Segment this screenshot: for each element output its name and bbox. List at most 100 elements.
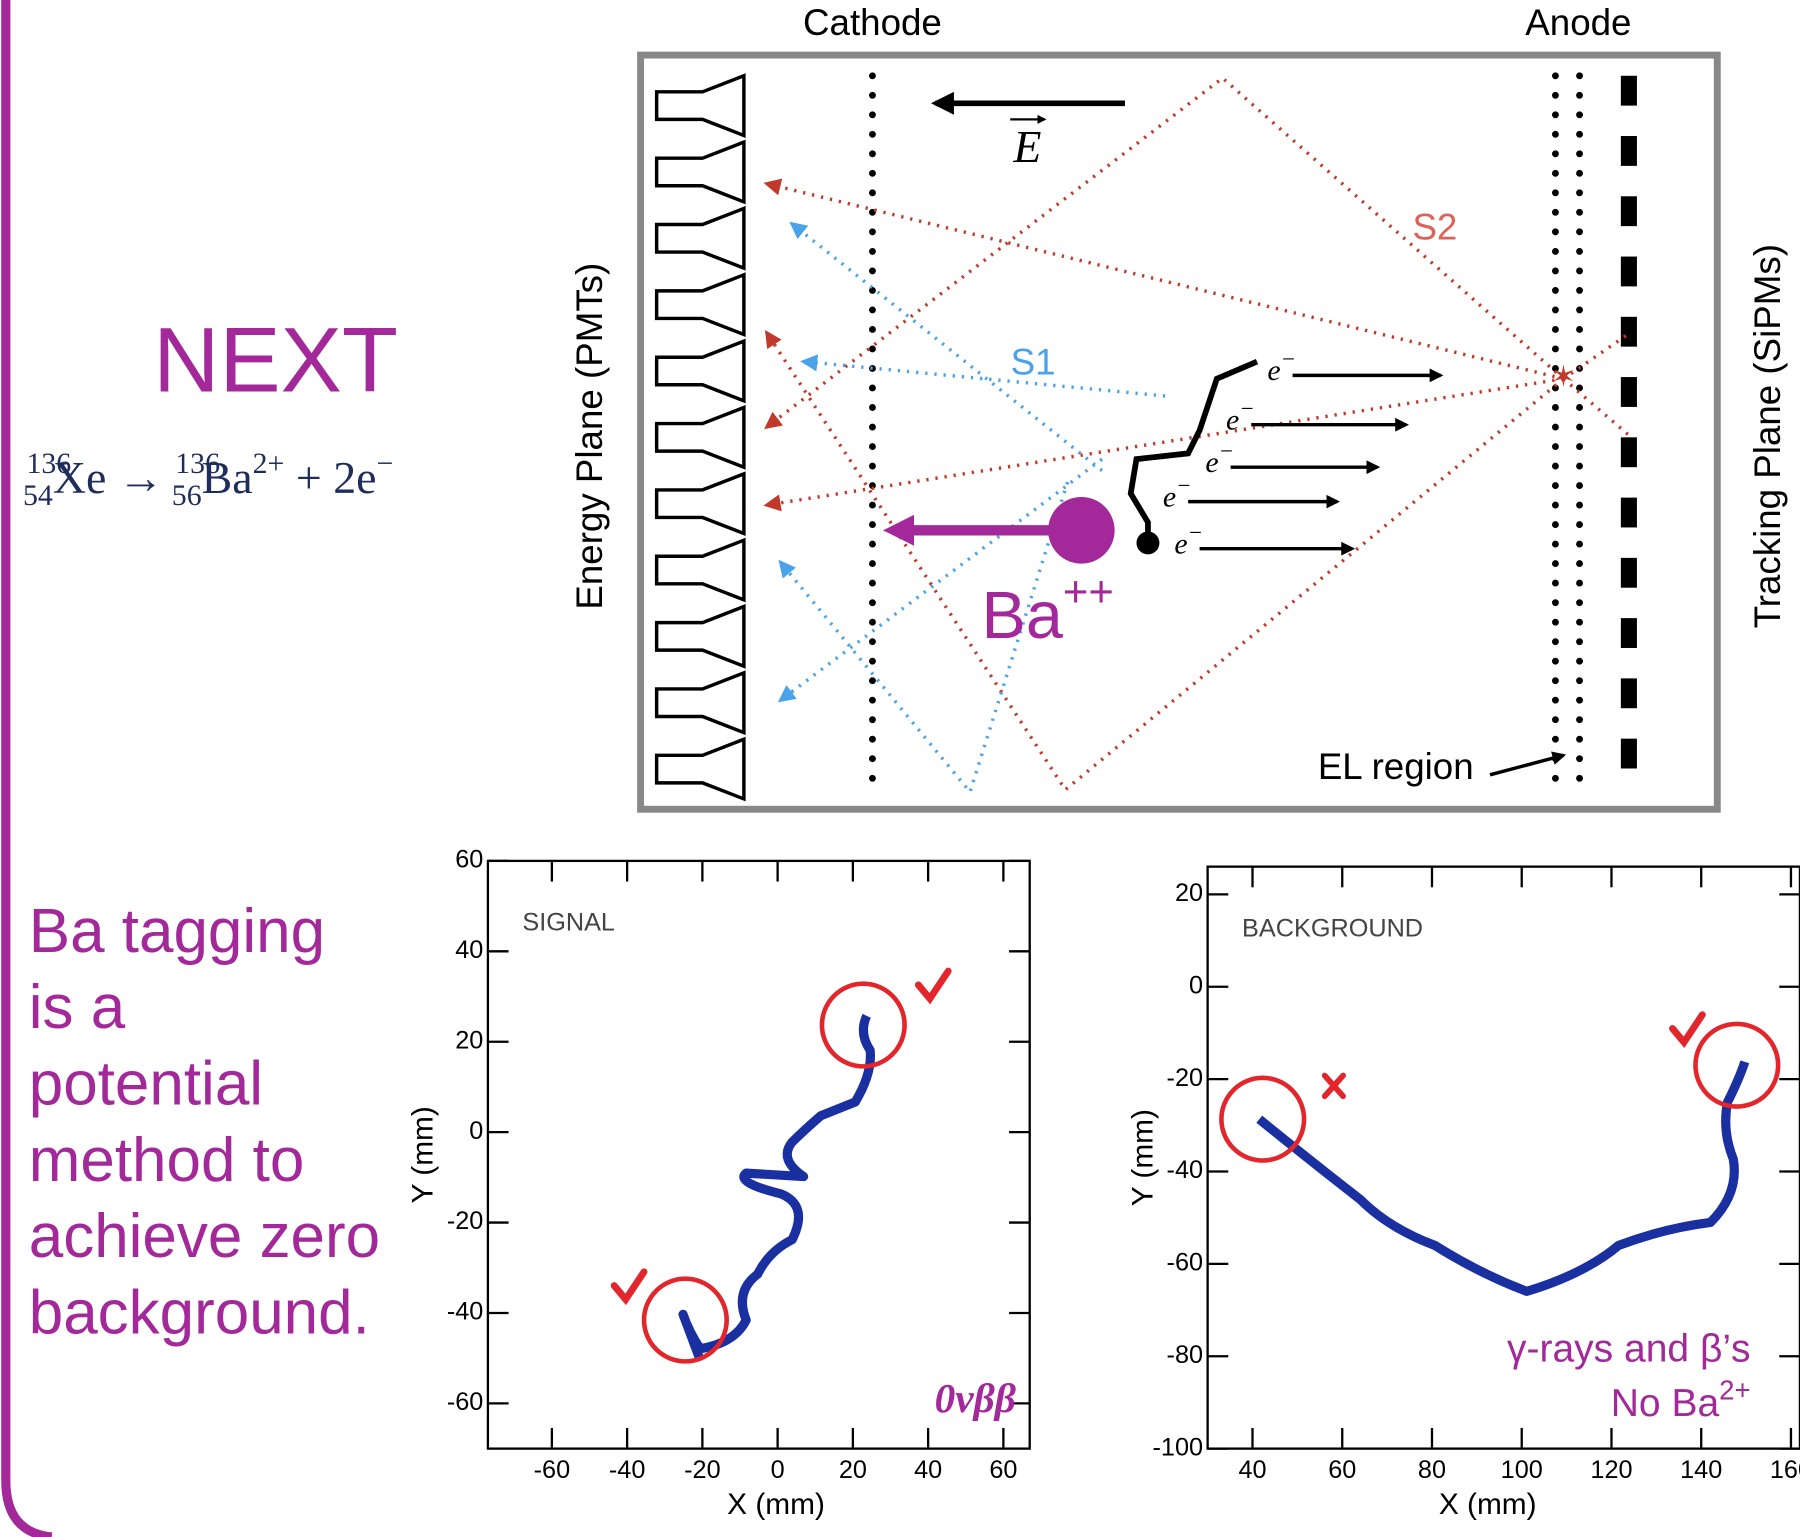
plot-label: SIGNAL xyxy=(522,909,615,937)
y-tick-label: 20 xyxy=(1175,879,1203,907)
electron-symbol: e xyxy=(1226,403,1239,436)
sipm xyxy=(1621,136,1637,166)
plot-label: BACKGROUND xyxy=(1242,914,1423,942)
x-tick-label: 60 xyxy=(989,1456,1017,1484)
y-tick-label: -60 xyxy=(447,1388,484,1416)
note-line: method to xyxy=(29,1126,305,1195)
y-tick-label: -40 xyxy=(1167,1156,1204,1184)
electron-symbol: e xyxy=(1205,446,1218,479)
ion xyxy=(1048,497,1115,564)
note-line: background. xyxy=(29,1279,370,1348)
annotation: γ-rays and β’s xyxy=(1507,1327,1751,1370)
pmts xyxy=(657,76,744,799)
annotation-2-charge: 2+ xyxy=(1719,1375,1750,1406)
cathode-label: Cathode xyxy=(803,2,942,43)
annotation: 0νββ xyxy=(935,1375,1016,1421)
plot-frame xyxy=(488,861,1030,1449)
electron-track xyxy=(1131,362,1257,542)
pmt xyxy=(657,275,744,335)
y-tick-label: 40 xyxy=(455,936,483,964)
pmt xyxy=(657,673,744,733)
x-tick-label: 0 xyxy=(771,1456,785,1484)
x-axis-label: X (mm) xyxy=(727,1488,825,1521)
x-tick-label: 160 xyxy=(1770,1456,1800,1484)
x-tick-label: -40 xyxy=(609,1456,646,1484)
el-region-label: EL region xyxy=(1318,746,1474,787)
sipms xyxy=(1621,76,1637,769)
sipm xyxy=(1621,739,1637,769)
x-tick-label: 120 xyxy=(1590,1456,1632,1484)
x-tick-label: 40 xyxy=(1238,1456,1266,1484)
y-tick-label: 20 xyxy=(455,1026,483,1054)
y-tick-label: 0 xyxy=(1189,971,1203,999)
sipm xyxy=(1621,257,1637,287)
sipm xyxy=(1621,377,1637,407)
y-tick-label: 0 xyxy=(469,1117,483,1145)
electron-symbol: e xyxy=(1174,527,1187,560)
electron-label: e− xyxy=(1163,473,1192,513)
s1-rays xyxy=(781,224,1166,792)
el-region-arrow xyxy=(1490,755,1563,775)
y-axis-label: Y (mm) xyxy=(1126,1109,1159,1206)
sipm xyxy=(1621,558,1637,588)
y-axis-label: Y (mm) xyxy=(407,1106,440,1203)
tracking-plane-label: Tracking Plane (SiPMs) xyxy=(1747,244,1788,628)
y-tick-label: -20 xyxy=(447,1207,484,1235)
x-tick-label: 60 xyxy=(1328,1456,1356,1484)
anode-label: Anode xyxy=(1525,2,1631,43)
electron-charge: − xyxy=(1188,520,1203,545)
x-tick-label: 100 xyxy=(1501,1456,1543,1484)
y-tick-label: -100 xyxy=(1152,1433,1203,1461)
x-tick-label: -60 xyxy=(534,1456,571,1484)
x-tick-label: 20 xyxy=(839,1456,867,1484)
x-tick-label: -20 xyxy=(684,1456,721,1484)
sipm xyxy=(1621,618,1637,648)
title: NEXT xyxy=(153,310,398,412)
x-tick-label: 80 xyxy=(1418,1456,1446,1484)
pmt xyxy=(657,341,744,401)
pmt xyxy=(657,407,744,467)
y-tick-label: -20 xyxy=(1167,1064,1204,1092)
x-axis-label: X (mm) xyxy=(1439,1488,1537,1521)
electron-charge: − xyxy=(1239,396,1254,421)
electron-label: e− xyxy=(1174,520,1203,560)
emission-point: ✶ xyxy=(1551,361,1576,394)
plots: -60 -40 -20 0 20 40 60 -60 -40 -20 0 20 40 60 SIGNAL X … xyxy=(407,846,1800,1521)
pmt xyxy=(657,208,744,268)
pmt xyxy=(657,142,744,202)
electron-charge: − xyxy=(1281,347,1296,372)
y-tick-label: -60 xyxy=(1167,1249,1204,1277)
page: {"header": {"title": "NEXT"}, "equation"… xyxy=(0,0,1800,1537)
electron-symbol: e xyxy=(1163,480,1176,513)
pmt xyxy=(657,76,744,136)
y-tick-label: 60 xyxy=(455,846,483,874)
pmt xyxy=(657,739,744,799)
y-tick-label: -80 xyxy=(1167,1341,1204,1369)
note-line: Ba tagging xyxy=(29,897,325,966)
y-tick-label: -40 xyxy=(447,1298,484,1326)
note-line: achieve zero xyxy=(29,1202,380,1271)
sipm xyxy=(1621,317,1637,347)
sipm xyxy=(1621,498,1637,528)
annotation-2-text: No Ba xyxy=(1611,1382,1720,1425)
sipm xyxy=(1621,678,1637,708)
electron-charge: − xyxy=(1219,439,1234,464)
decay-vertex xyxy=(1136,531,1159,554)
sipm xyxy=(1621,76,1637,106)
electrons: e−e−e−e−e− xyxy=(1163,347,1441,560)
s1-label: S1 xyxy=(1011,342,1056,383)
pmt xyxy=(657,474,744,534)
note-line: is a xyxy=(29,973,126,1042)
note: Ba tagging is a potential method to achieve … xyxy=(29,897,380,1348)
pmt xyxy=(657,540,744,600)
energy-plane-label: Energy Plane (PMTs) xyxy=(569,263,610,610)
ion-label: Ba++ xyxy=(981,568,1113,652)
x-tick-label: 40 xyxy=(914,1456,942,1484)
electron-symbol: e xyxy=(1267,354,1280,387)
detector-box xyxy=(641,55,1718,809)
note-line: potential xyxy=(29,1050,263,1119)
x-tick-label: 140 xyxy=(1680,1456,1722,1484)
slide: NEXT 13654Xe→13656Ba2++ 2e− Ba tagging is… xyxy=(0,0,1800,1537)
electron-label: e− xyxy=(1205,439,1234,479)
